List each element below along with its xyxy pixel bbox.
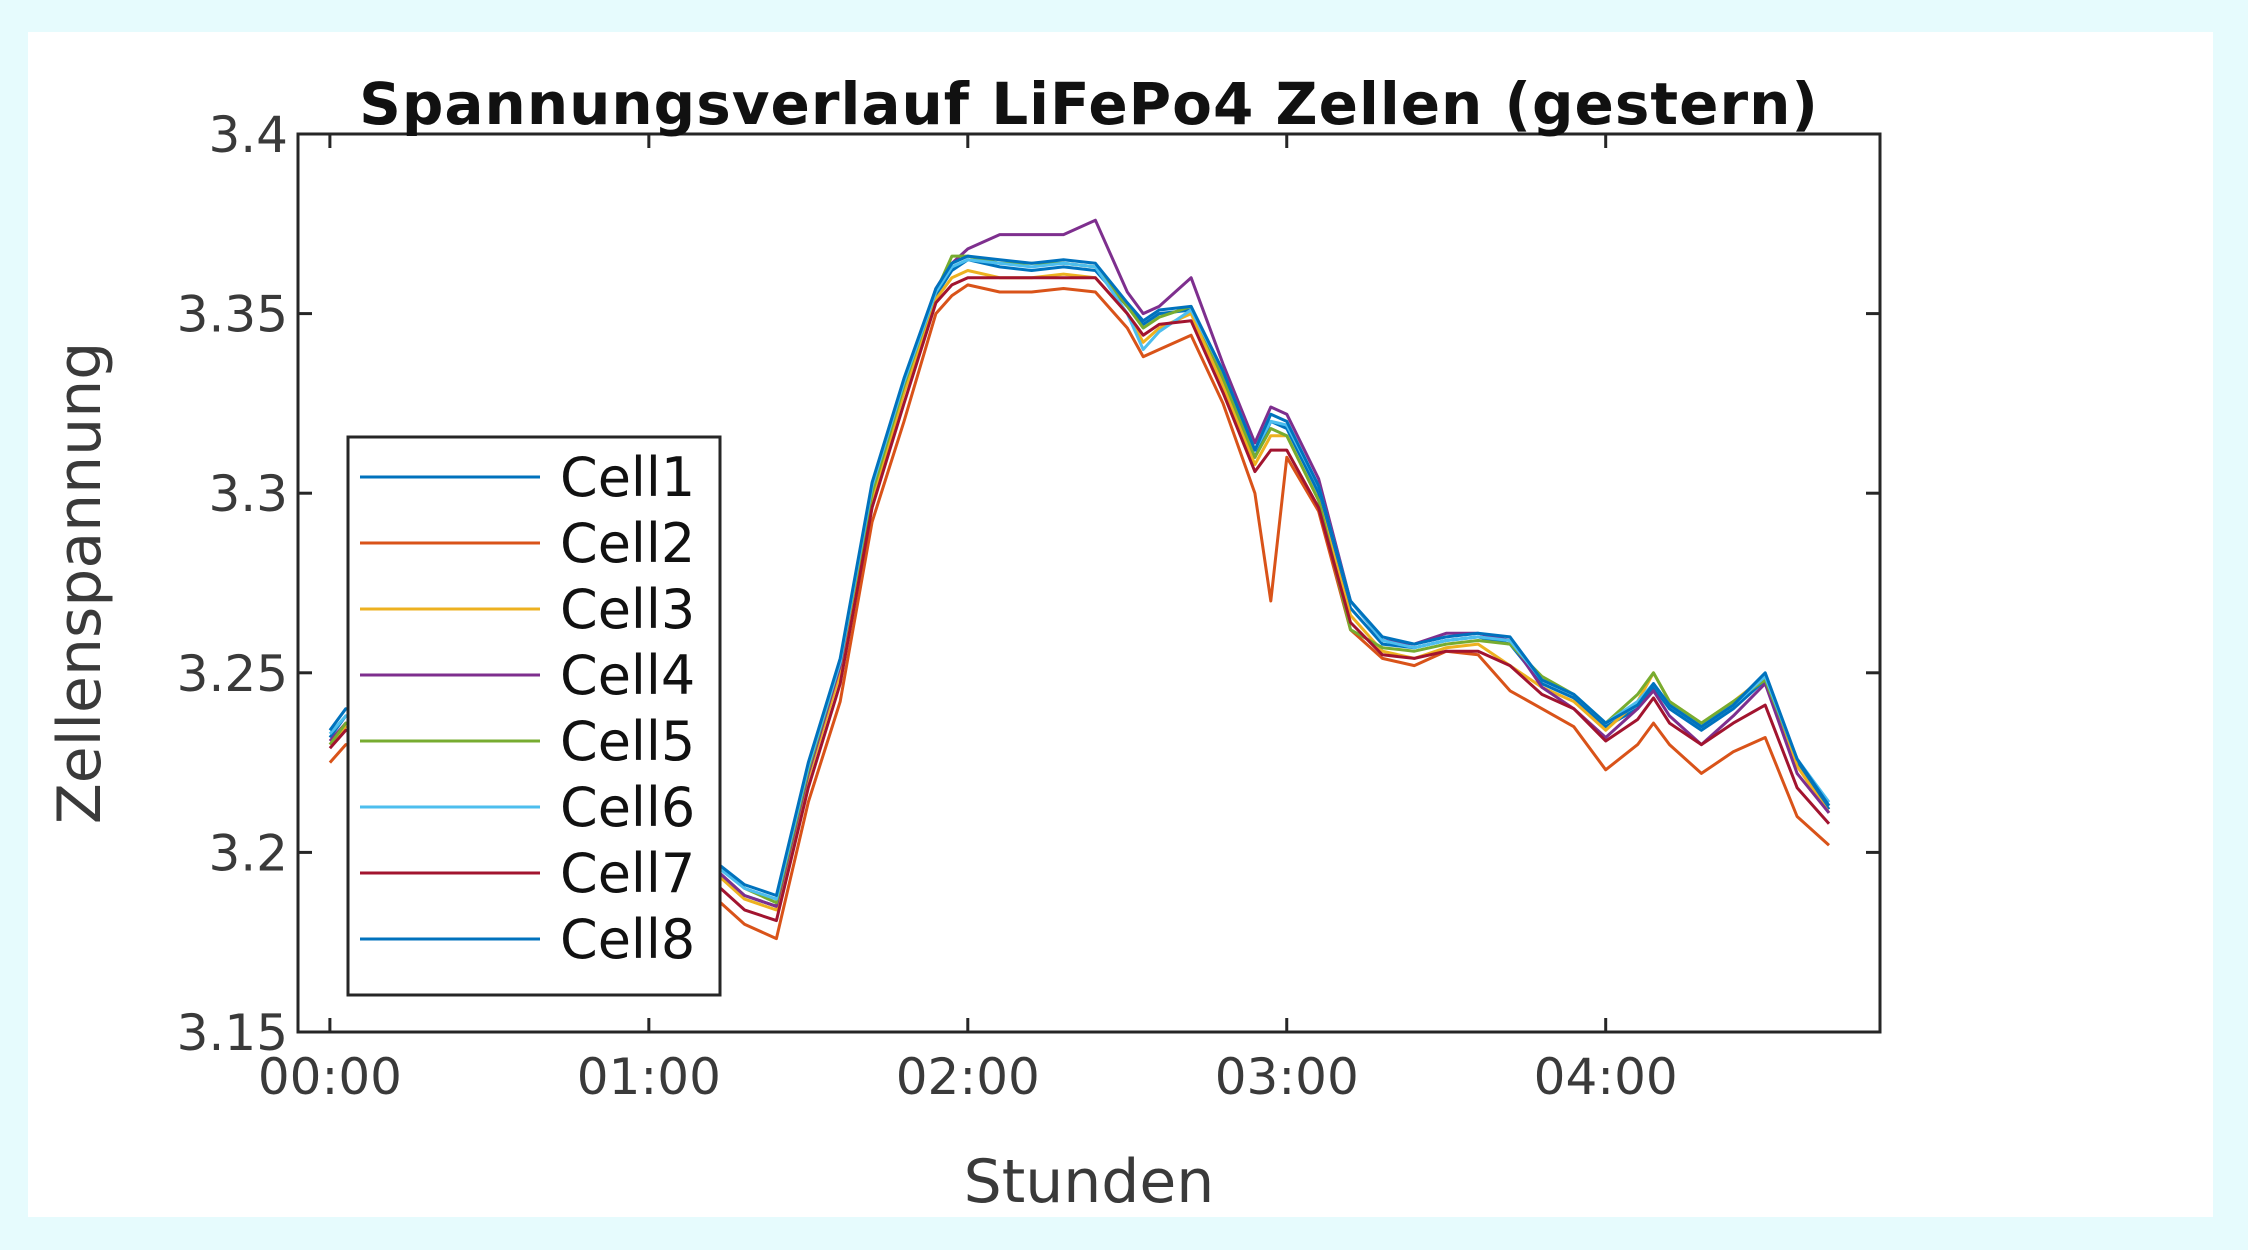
plot-frame — [296, 132, 1882, 1034]
x-tick-label: 01:00 — [577, 1048, 721, 1106]
legend-label: Cell5 — [560, 710, 695, 773]
y-tick-label: 3.2 — [208, 824, 288, 882]
series-line-7 — [328, 276, 1831, 923]
series-line-2 — [328, 283, 1831, 941]
series-layer — [328, 218, 1831, 941]
series-line-6 — [328, 258, 1831, 901]
y-tick-label: 3.25 — [177, 645, 288, 703]
series-line-4 — [328, 218, 1831, 908]
legend-label: Cell3 — [560, 578, 695, 641]
x-tick-label: 03:00 — [1215, 1048, 1359, 1106]
legend-label: Cell4 — [560, 644, 695, 707]
legend-label: Cell8 — [560, 908, 695, 971]
series-line-5 — [328, 254, 1831, 905]
legend-label: Cell2 — [560, 512, 695, 575]
chart-title: Spannungsverlauf LiFePo4 Zellen (gestern… — [359, 70, 1819, 138]
y-tick-label: 3.4 — [208, 106, 288, 164]
y-tick-label: 3.15 — [177, 1004, 288, 1062]
legend-label: Cell6 — [560, 776, 695, 839]
x-tick-label: 02:00 — [896, 1048, 1040, 1106]
legend-label: Cell7 — [560, 842, 695, 905]
y-tick-label: 3.3 — [208, 465, 288, 523]
tick-layer: 00:00 01:00 02:00 03:00 04:00 3.15 3.2 3.25 3.3 3… — [177, 106, 1880, 1106]
legend-box — [346, 435, 722, 997]
x-tick-label: 04:00 — [1534, 1048, 1678, 1106]
chart-frame: 00:00 01:00 02:00 03:00 04:00 3.15 3.2 3.25 3.3 3… — [28, 32, 2213, 1217]
voltage-chart: 00:00 01:00 02:00 03:00 04:00 3.15 3.2 3.25 3.3 3… — [45, 70, 1882, 1217]
legend-label: Cell1 — [560, 446, 695, 509]
y-axis-label: Zellenspannung — [45, 342, 115, 825]
series-line-8 — [328, 254, 1831, 897]
y-tick-label: 3.35 — [177, 286, 288, 344]
x-tick-label: 00:00 — [258, 1048, 402, 1106]
x-axis-label: Stunden — [964, 1147, 1215, 1217]
